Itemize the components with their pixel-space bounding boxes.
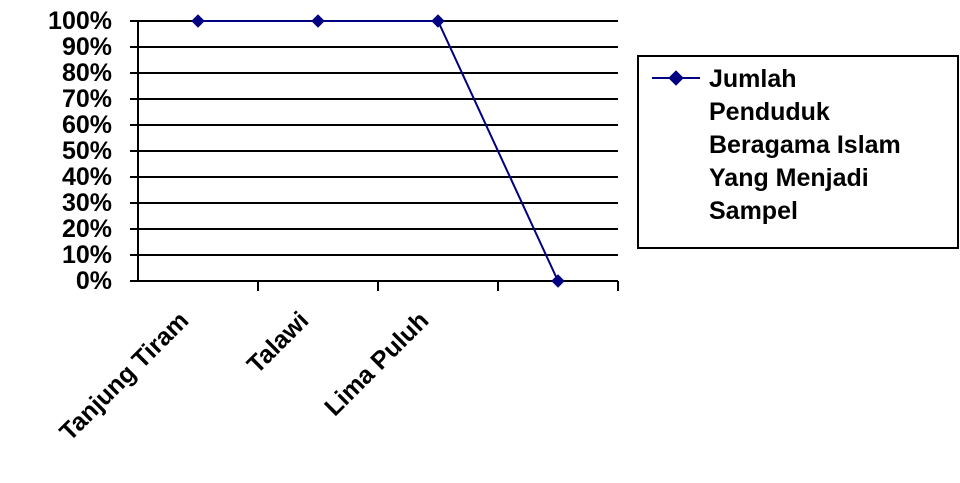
y-tick-label: 10% <box>62 241 112 269</box>
legend-label-line: Sampel <box>709 197 798 225</box>
legend-label-line: Penduduk <box>709 98 830 126</box>
y-tick-label: 70% <box>62 85 112 113</box>
data-point <box>311 14 325 28</box>
series-group <box>191 14 565 288</box>
data-point <box>191 14 205 28</box>
axes <box>130 20 619 291</box>
data-point <box>431 14 445 28</box>
y-tick-label: 0% <box>76 267 112 295</box>
y-tick-label: 100% <box>48 7 112 35</box>
y-tick-label: 40% <box>62 163 112 191</box>
x-axis-tick-labels: Tanjung Tiram Talawi Lima Puluh <box>54 306 434 446</box>
y-tick-label: 90% <box>62 33 112 61</box>
y-tick-label: 30% <box>62 189 112 217</box>
data-point <box>551 274 565 288</box>
legend-label-line: Jumlah <box>709 65 797 93</box>
x-tick-label: Lima Puluh <box>319 306 434 421</box>
y-tick-label: 80% <box>62 59 112 87</box>
legend-marker <box>668 70 684 86</box>
gridlines <box>138 20 618 256</box>
legend: Jumlah Penduduk Beragama Islam Yang Menjadi… <box>637 55 959 249</box>
y-axis-tick-labels: 0%10%20%30%40%50%60%70%80%90%100% <box>48 7 112 295</box>
legend-label-line: Beragama Islam <box>709 131 901 159</box>
y-tick-label: 60% <box>62 111 112 139</box>
series-line <box>198 20 559 282</box>
legend-label-line: Yang Menjadi <box>709 164 869 192</box>
x-tick-label: Talawi <box>242 306 315 379</box>
x-tick-label: Tanjung Tiram <box>54 306 194 446</box>
y-tick-label: 50% <box>62 137 112 165</box>
y-tick-label: 20% <box>62 215 112 243</box>
legend-box <box>637 55 959 249</box>
